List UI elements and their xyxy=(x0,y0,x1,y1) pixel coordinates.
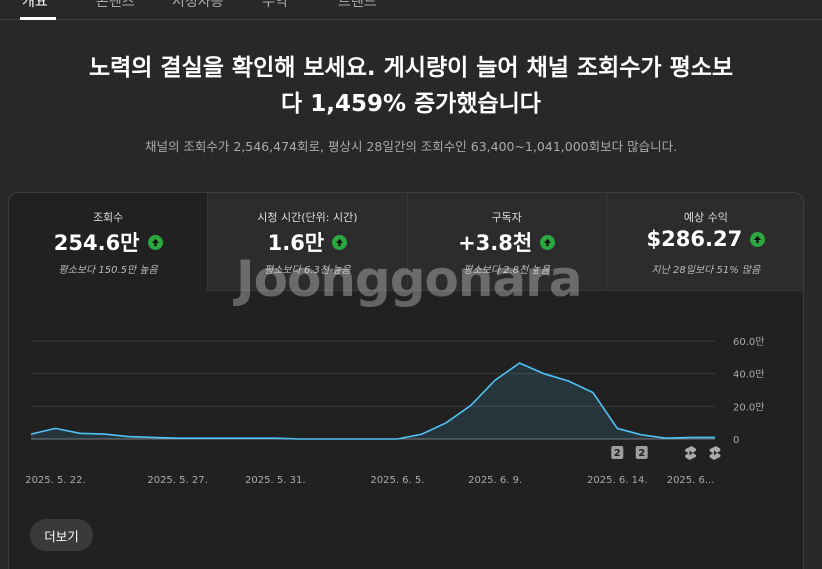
y-tick-label: 0 xyxy=(733,435,739,446)
series-line xyxy=(30,362,715,440)
watermark-logo: Joonggonara xyxy=(236,250,583,308)
metric-label: 예상 수익 xyxy=(683,211,728,224)
metric-tabs: 조회수 254.6만 평소보다 150.5만 높음 시청 시간(단위: 시간) … xyxy=(9,193,803,291)
metric-label: 시청 시간(단위: 시간) xyxy=(257,211,358,224)
series-area xyxy=(31,363,715,439)
metric-label: 구독자 xyxy=(491,211,522,224)
tab-overview[interactable]: 개요 xyxy=(22,0,48,10)
x-tick-label: 2025. 5. 27. xyxy=(147,475,207,486)
metric-comparison: 지난 28일보다 51% 많음 xyxy=(651,265,761,276)
upload-marker xyxy=(611,446,624,459)
tab-revenue[interactable]: 수익 xyxy=(262,0,288,10)
metric-label: 조회수 xyxy=(92,211,124,224)
arrow-up-icon xyxy=(332,234,348,250)
metric-comparison: 평소보다 2.8천 높음 xyxy=(463,265,550,276)
x-tick-label: 2025. 5. 22. xyxy=(25,475,85,486)
upload-marker-count: 2 xyxy=(614,448,621,459)
y-tick-label: 60.0만 xyxy=(733,336,764,348)
metric-value: 1.6만 xyxy=(267,231,325,255)
metric-watch-time[interactable]: 시청 시간(단위: 시간) 1.6만 평소보다 6.3천 높음 xyxy=(208,193,408,291)
headline-line-1: 노력의 결실을 확인해 보세요. 게시량이 늘어 채널 조회수가 평소보 xyxy=(88,55,734,81)
see-more-button[interactable]: 더보기 xyxy=(30,519,93,551)
x-tick-label: 2025. 6. 5. xyxy=(370,475,424,486)
shorts-icon xyxy=(685,446,697,460)
arrow-up-icon xyxy=(540,234,556,250)
tab-bar: 개요 콘텐츠 시청자층 수익 트렌드 xyxy=(0,0,822,20)
y-tick-label: 20.0만 xyxy=(733,401,764,413)
active-tab-indicator xyxy=(20,17,56,20)
metric-value: 254.6만 xyxy=(53,231,140,255)
shorts-icon xyxy=(709,446,721,460)
views-chart[interactable]: 60.0만 40.0만 20.0만 0 2025. 5. 22. 2025. 5. 27.… xyxy=(9,291,804,511)
arrow-up-icon xyxy=(750,231,766,247)
x-tick-label: 2025. 6... xyxy=(667,475,715,486)
arrow-up-icon xyxy=(147,234,163,250)
x-tick-label: 2025. 5. 31. xyxy=(245,475,305,486)
metric-views[interactable]: 조회수 254.6만 평소보다 150.5만 높음 xyxy=(9,193,209,291)
metric-value: +3.8천 xyxy=(458,231,533,255)
upload-marker xyxy=(635,446,648,459)
upload-marker-count: 2 xyxy=(638,448,645,459)
headline-line-2: 다 1,459% 증가했습니다 xyxy=(281,91,541,117)
metric-estimated-revenue[interactable]: 예상 수익 $286.27 지난 28일보다 51% 많음 xyxy=(606,193,803,291)
tab-trends[interactable]: 트렌드 xyxy=(338,0,377,10)
metric-comparison: 평소보다 6.3천 높음 xyxy=(264,265,351,276)
metric-subscribers[interactable]: 구독자 +3.8천 평소보다 2.8천 높음 xyxy=(407,193,607,291)
x-tick-label: 2025. 6. 9. xyxy=(468,475,522,486)
analytics-card: 조회수 254.6만 평소보다 150.5만 높음 시청 시간(단위: 시간) … xyxy=(8,192,804,569)
headline-description: 채널의 조회수가 2,546,474회로, 평상시 28일간의 조회수인 63,… xyxy=(144,139,678,154)
tab-content[interactable]: 콘텐츠 xyxy=(96,0,135,10)
metric-comparison: 평소보다 150.5만 높음 xyxy=(58,265,158,276)
metric-value: $286.27 xyxy=(646,227,743,251)
x-tick-label: 2025. 6. 14. xyxy=(587,475,647,486)
page-headline: 노력의 결실을 확인해 보세요. 게시량이 늘어 채널 조회수가 평소보 다 1… xyxy=(40,50,782,122)
y-tick-label: 40.0만 xyxy=(733,369,764,381)
tab-audience[interactable]: 시청자층 xyxy=(172,0,224,10)
